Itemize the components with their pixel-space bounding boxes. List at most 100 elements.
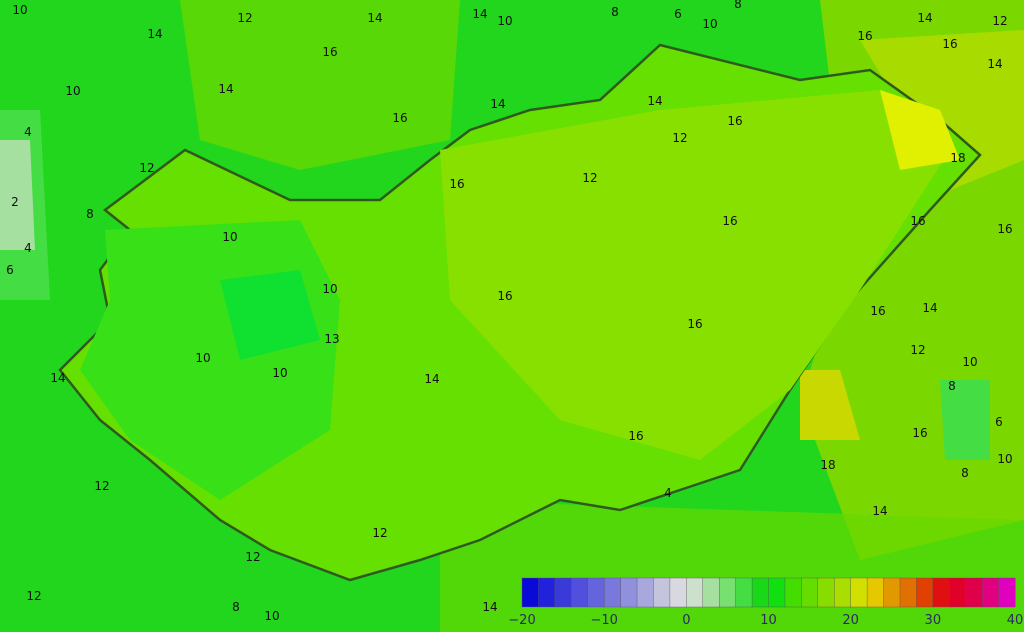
colorbar-swatch [866, 577, 885, 608]
contour-label: 16 [942, 37, 957, 51]
contour-label: 14 [50, 371, 65, 385]
colorbar-tick-label: −10 [590, 613, 617, 628]
contour-label: 16 [870, 304, 885, 318]
colorbar-swatch [834, 577, 852, 608]
contour-label: 10 [272, 366, 287, 380]
contour-label: 16 [687, 317, 702, 331]
colorbar-swatch [735, 577, 753, 608]
colorbar-swatch [784, 577, 802, 608]
contour-label: 14 [218, 82, 233, 96]
contour-label: 12 [910, 343, 925, 357]
contour-label: 4 [24, 125, 32, 139]
colorbar-swatch [949, 577, 967, 608]
contour-label: 14 [987, 57, 1002, 71]
contour-label: 16 [912, 426, 927, 440]
colorbar-swatch [521, 577, 539, 608]
contour-label: 8 [611, 5, 619, 19]
colorbar-swatch [669, 577, 687, 608]
contour-label: 12 [372, 526, 387, 540]
contour-label: 12 [139, 161, 154, 175]
colorbar-swatch [686, 577, 704, 608]
colorbar-swatch [965, 577, 983, 608]
colorbar-swatch [751, 577, 769, 608]
contour-label: 16 [449, 177, 464, 191]
contour-label: 13 [324, 332, 339, 346]
colorbar-tick-label: 20 [842, 613, 859, 628]
contour-label: 10 [497, 14, 512, 28]
contour-label: 10 [322, 282, 337, 296]
contour-label: 8 [734, 0, 742, 11]
colorbar-swatch [538, 577, 556, 608]
contour-label: 14 [472, 7, 487, 21]
contour-label: 4 [24, 241, 32, 255]
colorbar-tick-label: 0 [682, 613, 690, 628]
colorbar-swatch [603, 577, 622, 608]
colorbar-tick-label: 30 [925, 613, 942, 628]
contour-label: 12 [237, 11, 252, 25]
colorbar-swatch [883, 577, 901, 608]
contour-label: 8 [948, 379, 956, 393]
contour-label: 12 [94, 479, 109, 493]
contour-label: 10 [997, 452, 1012, 466]
contour-label: 16 [857, 29, 872, 43]
colorbar-swatch [817, 577, 835, 608]
contour-label: 16 [628, 429, 643, 443]
colorbar-swatch [932, 577, 950, 608]
colorbar-swatch [554, 577, 572, 608]
contour-label: 6 [995, 415, 1003, 429]
contour-label: 10 [65, 84, 80, 98]
contour-label: 10 [702, 17, 717, 31]
colorbar-swatch [702, 577, 720, 608]
contour-label: 14 [647, 94, 662, 108]
contour-label: 14 [917, 11, 932, 25]
contour-label: 18 [820, 458, 835, 472]
contour-label: 14 [922, 301, 937, 315]
contour-label: 6 [674, 7, 682, 21]
contour-label: 14 [872, 504, 887, 518]
contour-label: 14 [490, 97, 505, 111]
colorbar-tick-label: −20 [508, 613, 535, 628]
contour-label: 4 [664, 486, 672, 500]
colorbar-swatch [719, 577, 737, 608]
colorbar-tick-label: 10 [760, 613, 777, 628]
colorbar-swatch [981, 577, 1000, 608]
contour-label: 16 [497, 289, 512, 303]
contour-label: 16 [997, 222, 1012, 236]
contour-label: 16 [322, 45, 337, 59]
colorbar: −20 −10 0 10 20 30 40 [508, 577, 1024, 628]
contour-label: 8 [961, 466, 969, 480]
colorbar-swatch [571, 577, 589, 608]
contour-label: 14 [424, 372, 439, 386]
contour-label: 14 [367, 11, 382, 25]
contour-label: 12 [245, 550, 260, 564]
contour-label: 12 [672, 131, 687, 145]
contour-label: 10 [222, 230, 237, 244]
colorbar-swatch [850, 577, 868, 608]
contour-label: 10 [12, 3, 27, 17]
contour-label: 18 [950, 151, 965, 165]
hot-spot-northeast [880, 90, 960, 170]
contour-label: 6 [6, 263, 14, 277]
colorbar-swatch [620, 577, 638, 608]
colorbar-swatch [801, 577, 819, 608]
colorbar-swatch [998, 577, 1016, 608]
contour-label: 14 [482, 600, 497, 614]
contour-label: 12 [26, 589, 41, 603]
contour-label: 10 [195, 351, 210, 365]
contour-label: 10 [962, 355, 977, 369]
colorbar-tick-label: 40 [1007, 613, 1024, 628]
colorbar-swatch [653, 577, 671, 608]
colorbar-swatch [636, 577, 654, 608]
colorbar-swatch [899, 577, 917, 608]
warm-east-zone [440, 90, 950, 460]
contour-label: 2 [11, 195, 19, 209]
contour-label: 8 [232, 600, 240, 614]
cool-spot [220, 270, 320, 360]
contour-label: 10 [264, 609, 279, 623]
contour-label: 12 [992, 14, 1007, 28]
contour-label: 14 [147, 27, 162, 41]
contour-label: 12 [582, 171, 597, 185]
